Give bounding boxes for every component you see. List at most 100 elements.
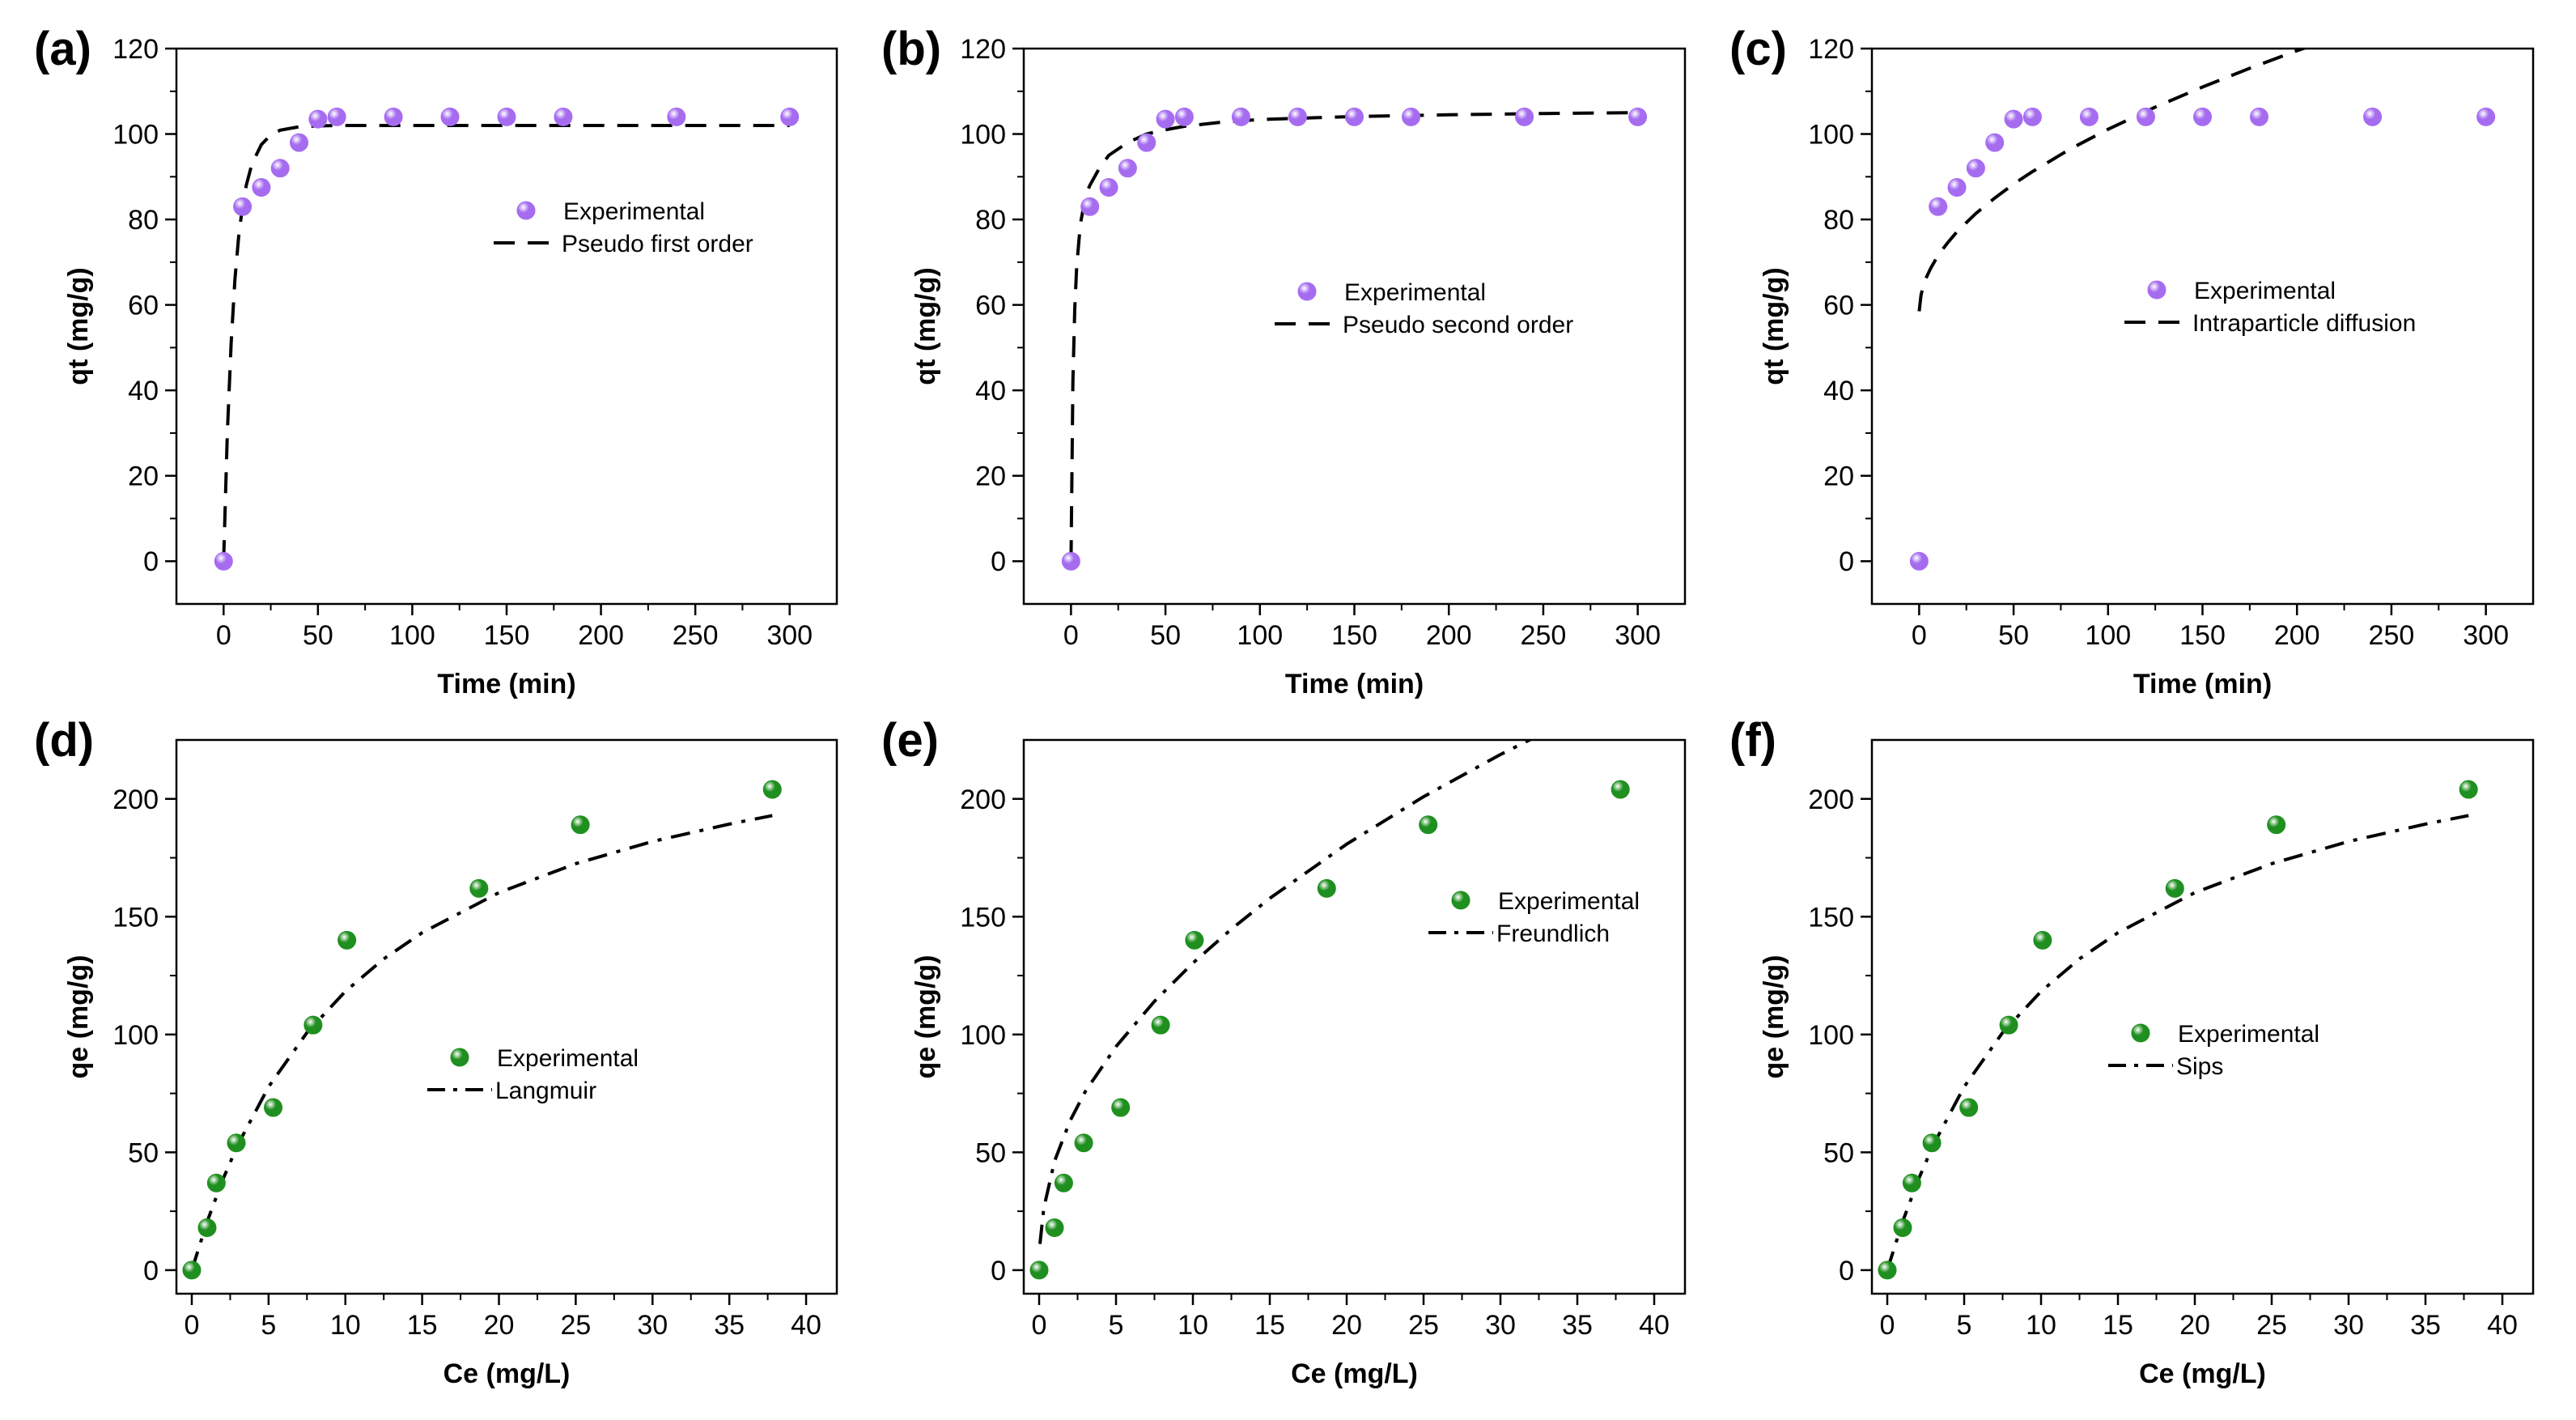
x-axis-label: Ce (mg/L): [1291, 1358, 1418, 1389]
y-tick-label: 60: [975, 291, 1006, 321]
data-point: [290, 133, 309, 152]
data-point: [497, 107, 516, 126]
x-tick-label: 35: [2410, 1310, 2441, 1341]
panel-3: 0 5 10 15 20 25 30 35 40 0 50 100 150 200 Ce (mg/L) qe …: [34, 714, 838, 1389]
legend-marker: [516, 201, 536, 220]
data-point: [2004, 109, 2023, 129]
x-tick-label: 10: [330, 1310, 361, 1341]
x-tick-label: 20: [1331, 1310, 1362, 1341]
data-point: [1111, 1098, 1131, 1117]
data-point: [2165, 878, 2184, 898]
y-tick-label: 50: [975, 1137, 1006, 1168]
data-point: [384, 107, 403, 126]
data-point: [1515, 107, 1534, 126]
legend-label: Langmuir: [495, 1078, 596, 1104]
data-point: [1999, 1015, 2018, 1035]
panel-letter: (f): [1729, 714, 1776, 767]
data-point: [214, 551, 233, 571]
y-tick-label: 50: [1823, 1137, 1854, 1168]
y-tick-label: 0: [991, 1256, 1006, 1286]
panel-letter: (b): [881, 23, 941, 75]
x-tick-label: 0: [216, 620, 231, 651]
data-point: [1074, 1133, 1093, 1153]
fit-line: [1886, 814, 2469, 1271]
x-tick-label: 50: [303, 620, 333, 651]
x-axis-label: Time (min): [2133, 669, 2272, 699]
plot-frame: [175, 47, 838, 606]
data-point: [1185, 930, 1204, 950]
y-tick-label: 50: [128, 1137, 159, 1168]
data-point: [2459, 780, 2478, 799]
x-tick-label: 300: [2463, 620, 2509, 651]
data-point: [233, 197, 253, 216]
data-point: [270, 159, 290, 178]
data-point: [1029, 1261, 1049, 1280]
x-axis-label: Time (min): [1285, 669, 1424, 699]
data-point: [206, 1173, 226, 1193]
x-tick-label: 100: [389, 620, 435, 651]
x-tick-label: 200: [1426, 620, 1472, 651]
data-point: [1174, 107, 1194, 126]
y-tick-label: 100: [112, 1020, 159, 1051]
data-point: [1231, 107, 1250, 126]
x-tick-label: 250: [2369, 620, 2415, 651]
data-point: [1080, 197, 1100, 216]
x-tick-label: 150: [484, 620, 530, 651]
data-point: [1966, 159, 1985, 178]
fit-line: [1917, 49, 2308, 312]
data-point: [1045, 1218, 1064, 1238]
legend-label: Pseudo second order: [1343, 312, 1573, 338]
panel-4: 0 5 10 15 20 25 30 35 40 0 50 100 150 200 Ce (mg/L) qe …: [881, 714, 1687, 1389]
legend-marker: [2147, 280, 2166, 300]
y-tick-label: 80: [975, 205, 1006, 236]
y-tick-label: 40: [128, 376, 159, 406]
y-tick-label: 200: [112, 784, 159, 815]
x-tick-label: 25: [560, 1310, 591, 1341]
y-axis-label: qt (mg/g): [910, 267, 941, 385]
data-point: [337, 930, 357, 950]
data-point: [1156, 109, 1175, 129]
legend-label: Experimental: [2178, 1021, 2319, 1048]
x-tick-label: 100: [1237, 620, 1283, 651]
data-point: [1628, 107, 1648, 126]
data-point: [1288, 107, 1307, 126]
x-tick-label: 15: [2103, 1310, 2133, 1341]
y-tick-label: 40: [975, 376, 1006, 406]
data-point: [1137, 133, 1156, 152]
x-tick-label: 20: [484, 1310, 515, 1341]
panel-letter: (e): [881, 714, 939, 767]
y-tick-label: 20: [1823, 461, 1854, 492]
legend-label: Experimental: [497, 1045, 639, 1072]
data-point: [2476, 107, 2496, 126]
x-tick-label: 200: [578, 620, 624, 651]
x-tick-label: 0: [185, 1310, 200, 1341]
data-point: [197, 1218, 217, 1238]
legend: Experimental Freundlich: [1428, 888, 1640, 947]
legend-marker: [2131, 1023, 2150, 1043]
x-tick-label: 10: [1178, 1310, 1208, 1341]
data-point: [2033, 930, 2052, 950]
fit-line: [222, 124, 790, 562]
y-tick-label: 0: [991, 546, 1006, 577]
plot-frame: [1022, 738, 1687, 1295]
legend: Experimental Langmuir: [427, 1045, 639, 1104]
data-point: [780, 107, 800, 126]
y-tick-label: 200: [960, 784, 1006, 815]
y-tick-label: 0: [143, 546, 159, 577]
panel-1: 0 50 100 150 200 250 300 0 20 40 60 80 100 120 Time (m…: [881, 23, 1687, 699]
x-tick-label: 0: [1880, 1310, 1895, 1341]
y-tick-label: 0: [1839, 546, 1854, 577]
legend: Experimental Pseudo second order: [1275, 279, 1573, 338]
data-point: [1099, 178, 1118, 197]
data-point: [1947, 178, 1967, 197]
x-tick-label: 5: [1109, 1310, 1124, 1341]
data-point: [1902, 1173, 1921, 1193]
x-tick-label: 40: [791, 1310, 821, 1341]
data-point: [1419, 815, 1438, 835]
y-tick-label: 60: [128, 291, 159, 321]
panel-5: 0 5 10 15 20 25 30 35 40 0 50 100 150 200 Ce (mg/L) qe …: [1729, 714, 2535, 1389]
y-tick-label: 20: [975, 461, 1006, 492]
y-tick-label: 80: [1823, 205, 1854, 236]
x-tick-label: 0: [1912, 620, 1927, 651]
legend-label: Intraparticle diffusion: [2192, 310, 2416, 337]
